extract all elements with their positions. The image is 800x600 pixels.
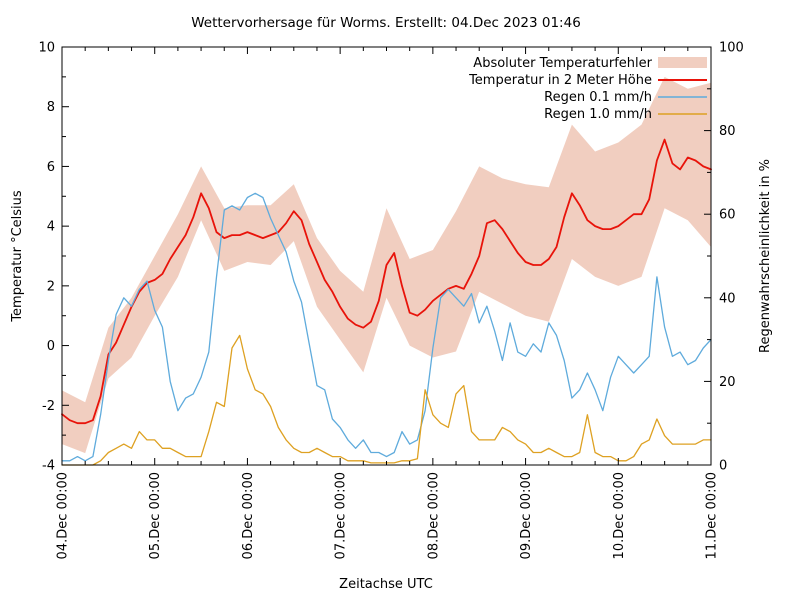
legend-label-rain-01: Regen 0.1 mm/h [544,90,652,105]
x-tick-label: 07.Dec 00:00 [334,472,349,559]
y-right-tick-label: 100 [719,41,744,56]
y-axis-label-left: Temperatur °Celsius [10,190,25,323]
y-left-tick-label: 6 [47,160,55,175]
y-left-tick-label: 2 [47,279,55,294]
x-tick-label: 09.Dec 00:00 [519,472,534,559]
x-tick-label: 11.Dec 00:00 [705,472,720,559]
y-left-tick-label: 4 [47,220,55,235]
x-tick-label: 10.Dec 00:00 [612,472,627,559]
x-tick-label: 06.Dec 00:00 [241,472,256,559]
temperature-line [61,138,712,425]
legend-label-rain-10: Regen 1.0 mm/h [544,107,652,122]
legend: Absoluter Temperaturfehler Temperatur in… [468,56,707,122]
y-left-tick-label: 0 [47,339,55,354]
rain-10-probability-line [61,334,712,466]
y-axis-label-right: Regenwahrscheinlichkeit in % [758,159,773,353]
x-axis-label: Zeitachse UTC [339,577,433,592]
y-right-tick-label: 40 [719,291,736,306]
plot-region: 04.Dec 00:00 05.Dec 00:00 06.Dec 00:00 07.D… [38,41,743,560]
legend-label-error-band: Absoluter Temperaturfehler [473,56,652,71]
y-right-tick-label: 0 [719,459,727,474]
x-tick-label: 05.Dec 00:00 [148,472,163,559]
y-left-tick-label: -2 [42,399,55,414]
x-tick-label: 08.Dec 00:00 [426,472,441,559]
y-right-tick-label: 60 [719,208,736,223]
legend-swatch-error-band [658,57,707,68]
y-left-tick-label: 10 [38,41,55,56]
y-left-tick-label: 8 [47,100,55,115]
y-right-tick-label: 20 [719,375,736,390]
rain-01-probability-line [61,192,712,462]
x-tick-label: 04.Dec 00:00 [56,472,71,559]
y-left-tick-label: -4 [42,459,55,474]
legend-label-temperature: Temperatur in 2 Meter Höhe [468,73,652,88]
chart-title: Wettervorhersage für Worms. Erstellt: 04… [191,15,581,31]
y-right-tick-label: 80 [719,124,736,139]
